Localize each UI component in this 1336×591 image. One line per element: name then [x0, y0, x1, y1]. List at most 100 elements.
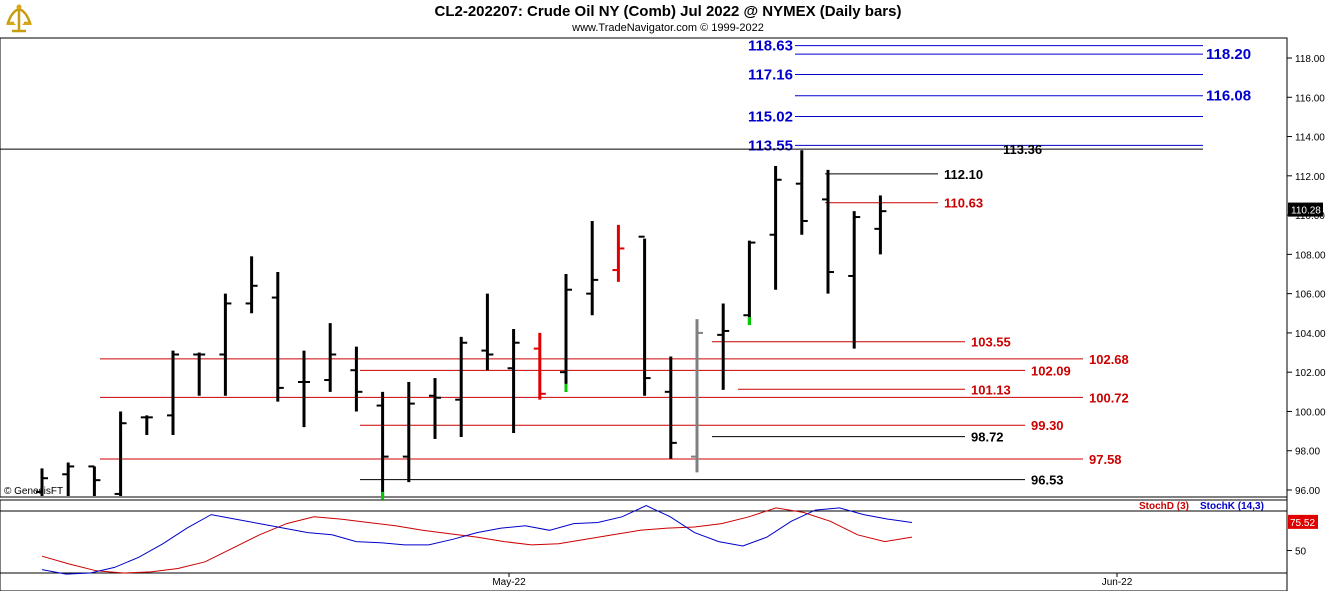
level-line-group: 118.20 — [795, 46, 1251, 63]
ohlc-bar — [795, 150, 808, 235]
x-tick-label: May-22 — [492, 577, 526, 588]
ohlc-bar — [455, 336, 468, 437]
level-label: 102.09 — [1031, 363, 1071, 378]
level-line-group: 99.30 — [360, 418, 1064, 433]
y-tick-label: 96.00 — [1295, 486, 1320, 497]
chart-title: CL2-202207: Crude Oil NY (Comb) Jul 2022… — [434, 3, 902, 20]
level-line-group: 115.02 — [748, 109, 1203, 126]
ohlc-bar — [664, 356, 677, 459]
level-label: 102.68 — [1089, 352, 1129, 367]
ohlc-bar — [638, 235, 651, 396]
ohlc-bar — [245, 256, 258, 314]
stochastic-panel-frame — [0, 499, 1288, 574]
y-tick-label: 104.00 — [1295, 329, 1326, 340]
level-line-group: 113.36 — [0, 142, 1203, 157]
level-line-group: 102.68 — [100, 352, 1129, 367]
y-tick-label: 108.00 — [1295, 250, 1326, 261]
level-line-group: 97.58 — [100, 452, 1122, 467]
level-line-group: 101.13 — [738, 382, 1011, 397]
legend-stochk: StochK (14,3) — [1200, 501, 1264, 512]
level-line-group: 118.63 — [748, 38, 1203, 55]
ohlc-bar — [193, 352, 206, 396]
ohlc-bar — [769, 166, 782, 290]
chart-subtitle: www.TradeNavigator.com © 1999-2022 — [572, 22, 764, 34]
date-axis-frame — [0, 572, 1288, 591]
ohlc-bar — [88, 465, 101, 496]
level-label: 116.08 — [1206, 88, 1251, 105]
level-label: 110.63 — [944, 196, 983, 211]
stoch-line — [41, 507, 913, 574]
level-line-group: 116.08 — [795, 88, 1251, 105]
ohlc-bar — [560, 274, 572, 392]
ohlc-bar — [612, 224, 625, 282]
level-label: 118.63 — [748, 38, 793, 55]
ohlc-bar — [429, 378, 441, 439]
level-label: 118.20 — [1206, 46, 1251, 63]
y-tick-label: 112.00 — [1295, 172, 1325, 183]
y-tick-label: 100.00 — [1295, 407, 1326, 418]
stoch-line — [41, 505, 913, 575]
level-line-group: 103.55 — [712, 335, 1011, 350]
watermark-text: © GenesisFT — [4, 486, 63, 497]
level-line-group: 113.55 — [748, 137, 1203, 154]
level-line-group: 100.72 — [100, 390, 1129, 405]
ohlc-bar — [271, 272, 284, 402]
ohlc-bar — [36, 468, 48, 496]
level-label: 98.72 — [971, 430, 1004, 445]
stoch-last-badge — [1288, 514, 1318, 529]
ohlc-bar — [140, 415, 153, 436]
ohlc-bar — [350, 346, 363, 412]
ohlc-bar — [324, 323, 337, 392]
ohlc-bar — [743, 240, 756, 326]
date-axis: May-22 Jun-22 — [492, 573, 1133, 588]
ohlc-bar — [298, 350, 310, 428]
stochastic-panel: 50 StochD (3) StochK (14,3) 75.52 — [0, 501, 1318, 575]
chart-header: CL2-202207: Crude Oil NY (Comb) Jul 2022… — [0, 0, 1336, 38]
y-tick-label: 106.00 — [1295, 290, 1326, 301]
level-line-group: 96.53 — [360, 473, 1064, 488]
level-line-group: 112.10 — [825, 167, 983, 182]
y-tick-label: 116.00 — [1295, 93, 1325, 104]
level-line-group: 98.72 — [712, 430, 1004, 445]
ohlc-bar — [167, 350, 179, 436]
stoch-last-label: 75.52 — [1290, 518, 1315, 529]
last-price-label: 110.28 — [1291, 206, 1321, 217]
x-tick-label: Jun-22 — [1102, 577, 1133, 588]
stoch-y-tick-label: 50 — [1295, 547, 1307, 558]
level-label: 101.13 — [971, 382, 1011, 397]
level-label: 113.55 — [748, 137, 793, 154]
ohlc-bar — [402, 382, 415, 483]
last-price-badge — [1288, 202, 1323, 217]
ohlc-bar — [691, 319, 703, 473]
level-label: 115.02 — [748, 109, 793, 126]
ohlc-bar — [507, 328, 520, 434]
y-tick-label: 98.00 — [1295, 447, 1320, 458]
level-label: 112.10 — [944, 167, 983, 182]
level-label: 96.53 — [1031, 473, 1064, 488]
level-line-group: 117.16 — [748, 66, 1203, 83]
level-label: 113.36 — [1003, 142, 1042, 157]
level-label: 99.30 — [1031, 418, 1064, 433]
level-label: 103.55 — [971, 335, 1011, 350]
ohlc-bar — [822, 169, 834, 294]
ohlc-bar — [717, 303, 730, 390]
level-lines: 118.63 118.20 117.16 116.08 115.02 113.55 113.… — [0, 38, 1251, 488]
y-tick-label: 102.00 — [1295, 368, 1326, 379]
logo-icon — [4, 3, 34, 35]
price-axis: 96.00 98.00 100.00 102.00 104.00 106.00 108.00… — [1287, 54, 1326, 497]
ohlc-bar — [219, 293, 232, 396]
ohlc-bar — [114, 411, 127, 496]
ohlc-bar — [481, 293, 494, 371]
ohlc-bar — [848, 211, 861, 349]
ohlc-bar — [874, 195, 887, 255]
legend-stochd: StochD (3) — [1139, 501, 1189, 512]
level-label: 97.58 — [1089, 452, 1122, 467]
ohlc-bar — [533, 332, 546, 400]
y-tick-label: 118.00 — [1295, 54, 1325, 65]
ohlc-bars — [36, 150, 887, 500]
ohlc-bar — [586, 220, 599, 316]
level-label: 117.16 — [748, 66, 793, 83]
level-label: 100.72 — [1089, 390, 1129, 405]
level-line-group: 102.09 — [360, 363, 1071, 378]
